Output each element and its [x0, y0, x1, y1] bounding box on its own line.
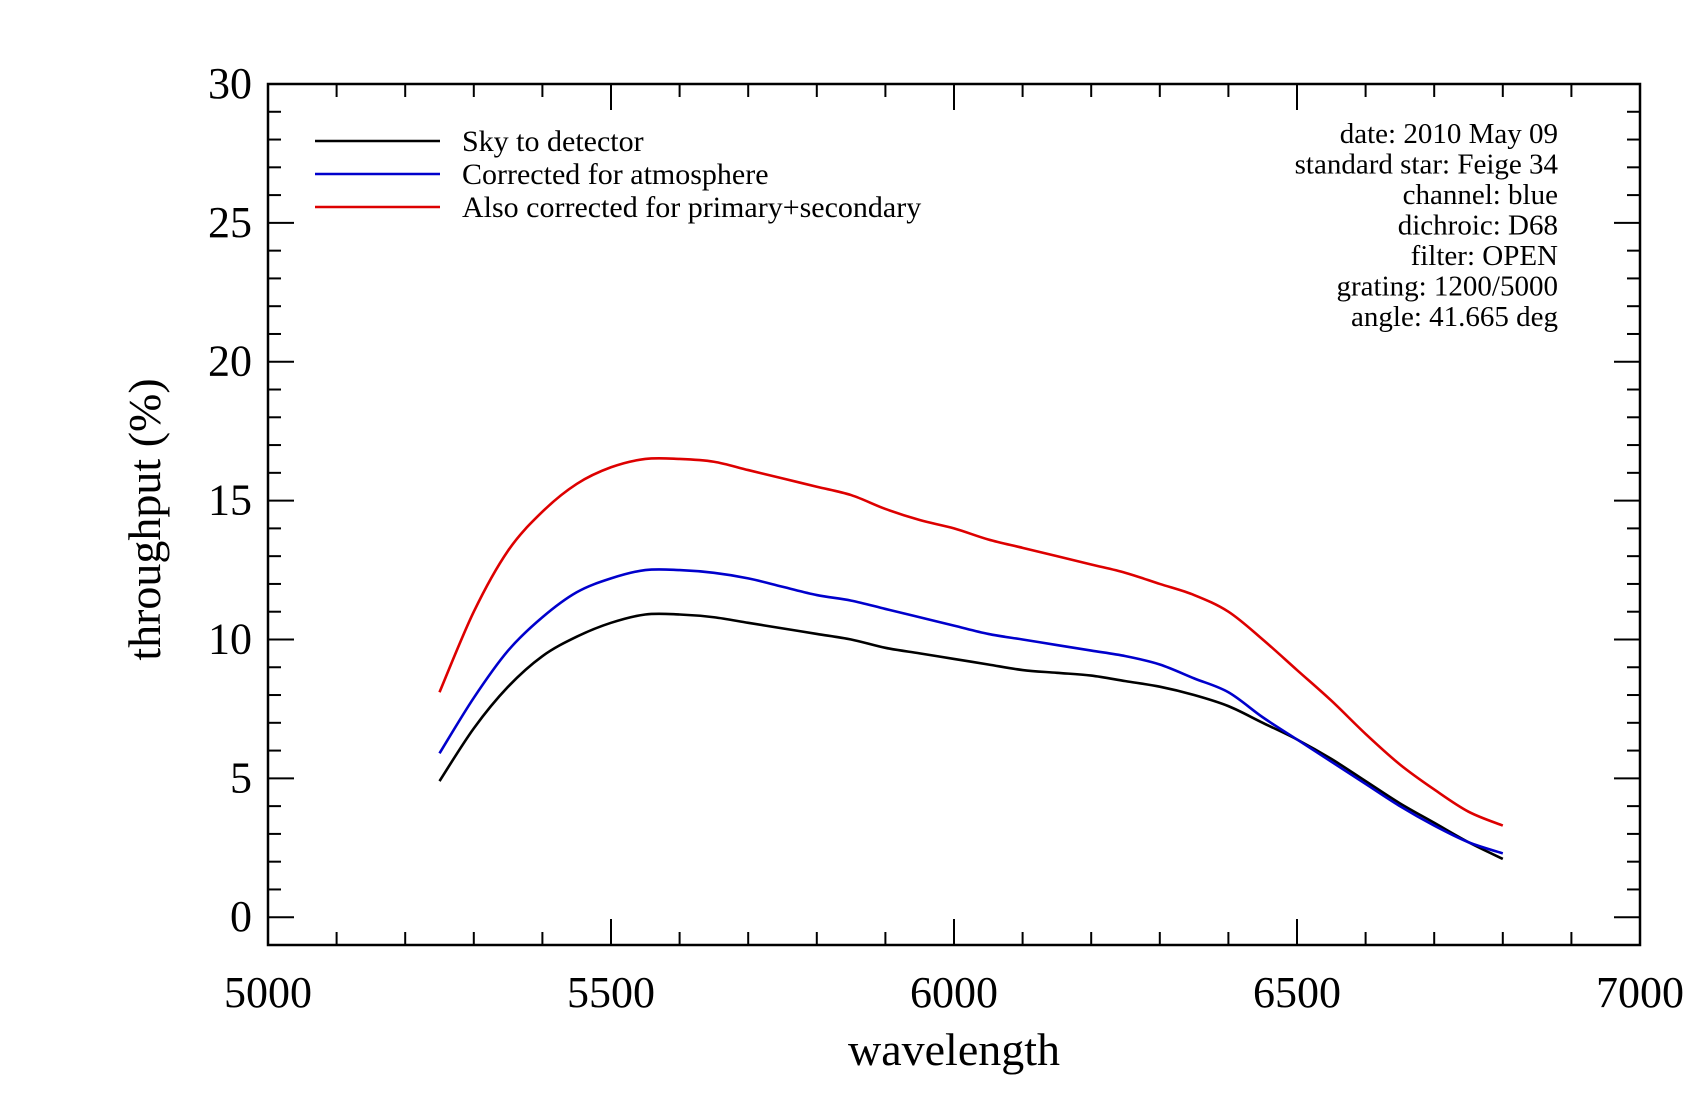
x-tick-label: 6500 [1253, 968, 1341, 1017]
y-tick-label: 30 [208, 59, 252, 108]
info-line: dichroic: D68 [1398, 210, 1558, 242]
y-tick-label: 10 [208, 614, 252, 663]
x-tick-label: 5000 [224, 968, 312, 1017]
legend-label: Corrected for atmosphere [462, 158, 769, 191]
info-line: filter: OPEN [1411, 240, 1558, 272]
axis-labels: 5000 5500 6000 6500 7000 0 5 10 15 20 25 30 waveleng… [119, 59, 1684, 1075]
series-line-2 [438, 568, 1504, 855]
y-axis-title: throughput (%) [119, 378, 170, 660]
info-line: standard star: Feige 34 [1295, 149, 1559, 181]
y-tick-label: 0 [230, 892, 252, 941]
plot-area [438, 456, 1504, 861]
x-tick-label: 6000 [910, 968, 998, 1017]
info-line: grating: 1200/5000 [1336, 271, 1558, 303]
series-path [438, 568, 1504, 855]
series-path [438, 612, 1504, 861]
y-tick-label: 15 [208, 476, 252, 525]
x-axis-title: wavelength [848, 1024, 1060, 1075]
x-tick-label: 5500 [567, 968, 655, 1017]
legend-label: Also corrected for primary+secondary [462, 191, 921, 224]
y-tick-label: 20 [208, 337, 252, 386]
info-line: date: 2010 May 09 [1340, 118, 1558, 150]
x-tick-label: 7000 [1596, 968, 1684, 1017]
series-path [438, 456, 1504, 827]
info-line: angle: 41.665 deg [1351, 301, 1558, 333]
series-line-1 [438, 612, 1504, 861]
y-tick-label: 25 [208, 198, 252, 247]
legend-label: Sky to detector [462, 125, 644, 158]
series-line-3 [438, 456, 1504, 827]
axes [266, 82, 1642, 947]
y-tick-label: 5 [230, 753, 252, 802]
info-line: channel: blue [1403, 179, 1558, 211]
